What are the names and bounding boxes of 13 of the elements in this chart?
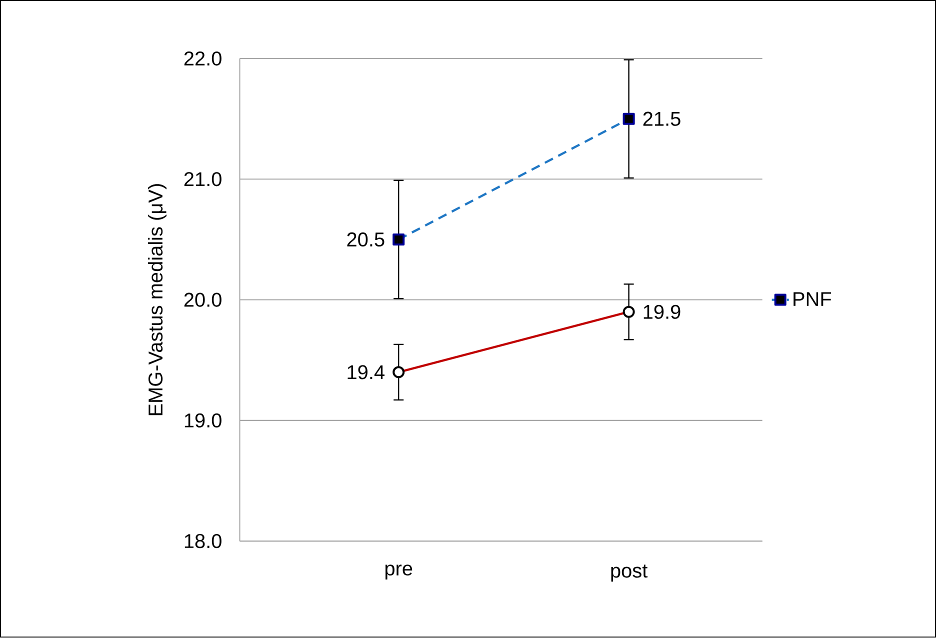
y-tick-label: 18.0 [184, 534, 222, 548]
y-tick-label: 19.0 [184, 414, 222, 428]
data-label: 20.5 [347, 232, 384, 247]
x-tick-label: post [611, 564, 648, 582]
legend-label: PNF [794, 292, 832, 306]
data-label: 19.9 [644, 304, 680, 320]
y-tick-label: 21.0 [184, 172, 222, 186]
data-label: 21.5 [643, 112, 680, 126]
x-tick-label: pre [385, 564, 412, 580]
y-tick-label: 20.0 [184, 292, 222, 308]
y-axis-title: EMG-Vastus medialis (μV) [148, 184, 167, 416]
y-tick-label: 22.0 [184, 52, 222, 66]
data-label: 19.4 [348, 365, 384, 380]
